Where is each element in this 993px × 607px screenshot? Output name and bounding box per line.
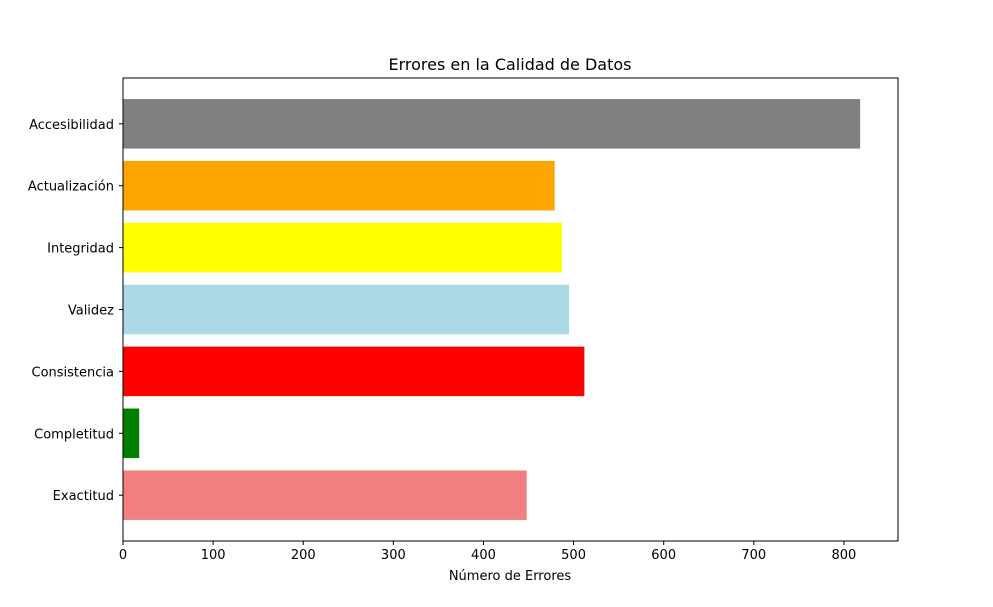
bar-actualización — [123, 160, 555, 211]
bar-validez — [123, 284, 570, 335]
bars-layer — [123, 99, 861, 520]
x-axis-ticks: 0 100 200 300 400 500 600 700 800 — [119, 541, 856, 563]
x-tick-label: 100 — [201, 548, 226, 563]
bar-accesibilidad — [123, 99, 861, 149]
x-tick-label: 500 — [561, 548, 586, 563]
chart-title: Errores en la Calidad de Datos — [389, 55, 632, 74]
x-tick-label: 200 — [291, 548, 316, 563]
x-axis-label: Número de Errores — [449, 569, 572, 584]
plot-frame — [122, 77, 899, 542]
bar-completitud — [123, 408, 140, 459]
x-tick-label: 800 — [832, 548, 857, 563]
y-tick-label: Consistencia — [32, 365, 115, 380]
x-tick-label: 700 — [741, 548, 766, 563]
y-tick-label: Integridad — [47, 242, 114, 257]
x-tick-label: 0 — [119, 548, 127, 563]
bar-exactitud — [123, 470, 527, 520]
bar-integridad — [123, 222, 562, 273]
y-axis-ticks: Exactitud Completitud Consistencia Validez I… — [28, 118, 123, 504]
x-tick-label: 600 — [651, 548, 676, 563]
y-tick-label: Exactitud — [53, 489, 114, 504]
y-tick-label: Completitud — [34, 427, 114, 442]
x-tick-label: 300 — [381, 548, 406, 563]
y-tick-label: Actualización — [28, 180, 114, 195]
y-tick-label: Validez — [68, 304, 114, 319]
bar-consistencia — [123, 346, 585, 397]
x-tick-label: 400 — [471, 548, 496, 563]
y-tick-label: Accesibilidad — [29, 118, 114, 133]
